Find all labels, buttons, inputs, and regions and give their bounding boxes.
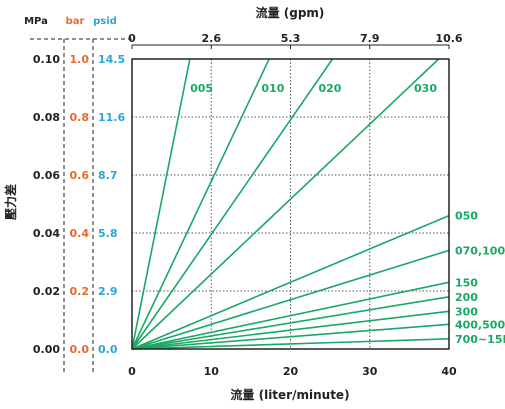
- top-tick-label: 0: [128, 32, 136, 45]
- psi-unit-header: psid: [93, 16, 117, 27]
- top-tick-label: 10.6: [435, 32, 462, 45]
- series-line-030: [131, 58, 440, 350]
- series-label-070,100: 070,100: [455, 244, 505, 257]
- series-label-050: 050: [455, 210, 478, 223]
- series-label-400,500: 400,500: [455, 318, 505, 331]
- psi-tick-label: 0.0: [98, 343, 118, 356]
- y-axis-title: 壓力差: [3, 184, 18, 220]
- psi-tick-label: 11.6: [98, 111, 125, 124]
- series-line-005: [131, 58, 191, 350]
- grid: [132, 58, 449, 349]
- series-line-070,100: [131, 249, 450, 350]
- series-line-400,500: [131, 323, 450, 350]
- x-axis-title: 流量 (liter/minute): [230, 387, 349, 402]
- series-label-010: 010: [261, 82, 284, 95]
- x-tick-label: 0: [128, 365, 136, 378]
- series-label-300: 300: [455, 305, 478, 318]
- bar-unit-header: bar: [66, 16, 85, 27]
- bar-tick-label: 0.2: [70, 285, 90, 298]
- mpa-unit-header: MPa: [24, 16, 48, 27]
- top-tick-label: 5.3: [281, 32, 301, 45]
- series-line-050: [131, 214, 450, 350]
- x-tick-label: 10: [204, 365, 220, 378]
- psi-tick-label: 14.5: [98, 53, 125, 66]
- mpa-tick-label: 0.08: [33, 111, 60, 124]
- psi-tick-label: 8.7: [98, 169, 118, 182]
- series-label-700~15H: 700~15H: [455, 333, 505, 346]
- mpa-tick-label: 0.04: [33, 227, 60, 240]
- plot-frame: [30, 38, 450, 374]
- top-tick-label: 2.6: [202, 32, 222, 45]
- x-tick-label: 40: [441, 365, 457, 378]
- series-lines: [131, 58, 450, 350]
- bar-tick-label: 0.4: [70, 227, 90, 240]
- series-line-020: [131, 58, 334, 350]
- bar-tick-label: 0.6: [70, 169, 90, 182]
- mpa-tick-label: 0.10: [33, 53, 60, 66]
- series-label-030: 030: [414, 82, 437, 95]
- series-line-700~15H: [131, 338, 450, 350]
- mpa-tick-label: 0.06: [33, 169, 60, 182]
- series-label-005: 005: [190, 82, 213, 95]
- psi-tick-label: 2.9: [98, 285, 118, 298]
- mpa-tick-label: 0.00: [33, 343, 60, 356]
- x-tick-label: 20: [283, 365, 299, 378]
- tick-labels: 0.00 0.0 0.0 0.02 0.2 2.9 0.04 0.4 5.8 0.06 0.6 8.7…: [33, 32, 463, 378]
- series-line-010: [131, 58, 270, 350]
- bar-tick-label: 0.8: [70, 111, 90, 124]
- series-label-150: 150: [455, 276, 478, 289]
- series-line-300: [131, 310, 450, 350]
- x-tick-label: 30: [362, 365, 378, 378]
- plot-border: [131, 58, 450, 350]
- top-axis-title: 流量 (gpm): [256, 5, 325, 20]
- series-line-200: [131, 296, 450, 350]
- top-tick-label: 7.9: [360, 32, 380, 45]
- mpa-tick-label: 0.02: [33, 285, 60, 298]
- psi-tick-label: 5.8: [98, 227, 118, 240]
- series-line-150: [131, 281, 450, 350]
- bar-tick-label: 1.0: [70, 53, 90, 66]
- series-label-020: 020: [318, 82, 341, 95]
- series-label-200: 200: [455, 291, 478, 304]
- bar-tick-label: 0.0: [70, 343, 90, 356]
